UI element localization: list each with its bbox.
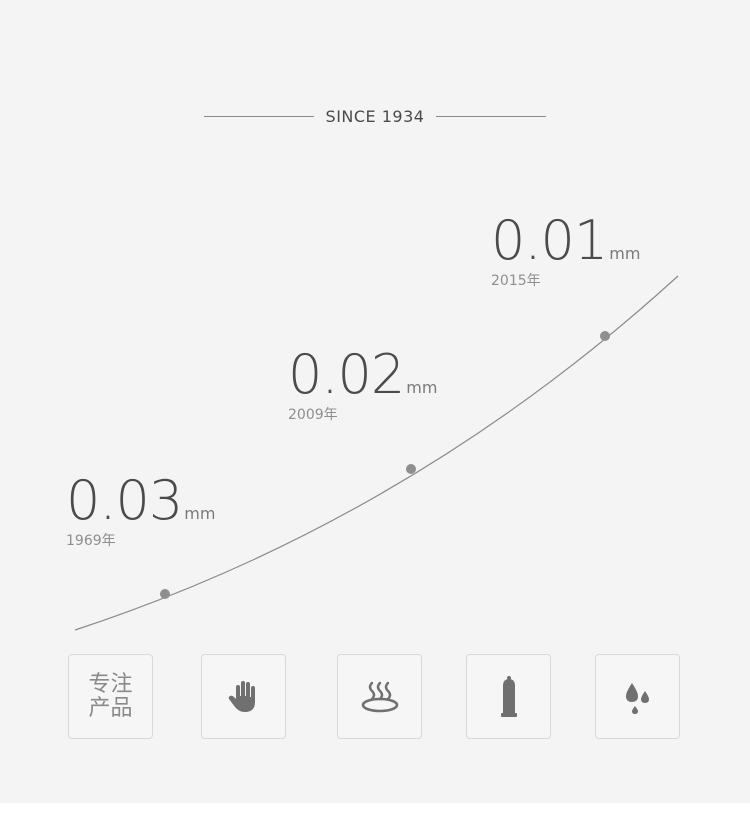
point-2009: [406, 464, 416, 474]
thickness-value: 0.03: [66, 469, 183, 532]
milestone-2009: 0.02 mm 2009年: [288, 348, 437, 424]
milestone-year: 1969年: [66, 533, 116, 549]
feature-condom[interactable]: [466, 654, 551, 739]
milestone-year: 2009年: [288, 407, 338, 423]
condom-icon: [494, 674, 524, 720]
hand-icon: [224, 677, 264, 717]
milestone-2015: 0.01 mm 2015年: [491, 214, 640, 290]
heat-steam-icon: [359, 677, 401, 717]
thickness-value: 0.02: [288, 343, 405, 406]
right-divider: [436, 115, 547, 117]
water-drops-icon: [618, 677, 658, 717]
milestone-year: 2015年: [491, 273, 541, 289]
feature-water[interactable]: [595, 654, 680, 739]
point-1969: [160, 589, 170, 599]
thickness-unit: mm: [609, 244, 641, 263]
since-header: SINCE 1934: [0, 104, 750, 128]
thickness-unit: mm: [184, 504, 216, 523]
thickness-unit: mm: [406, 378, 438, 397]
thickness-value: 0.01: [491, 209, 608, 272]
point-2015: [600, 331, 610, 341]
left-divider: [203, 115, 314, 117]
feature-focus-product[interactable]: 专注产品: [68, 654, 153, 739]
feature-hand[interactable]: [201, 654, 286, 739]
feature-heat[interactable]: [337, 654, 422, 739]
focus-product-label: 专注产品: [88, 671, 133, 721]
curve-line: [74, 275, 679, 631]
milestone-1969: 0.03 mm 1969年: [66, 474, 215, 550]
since-label: SINCE 1934: [325, 106, 425, 126]
